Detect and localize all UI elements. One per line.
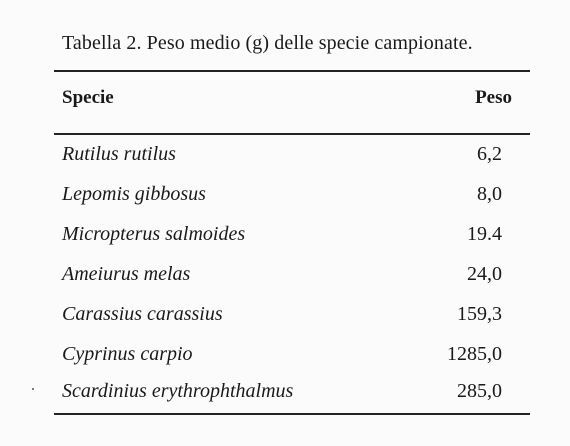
weight-value: 6,2 (477, 143, 502, 165)
weight-value: 19.4 (467, 223, 502, 245)
bottom-rule (54, 413, 530, 415)
weight-value: 159,3 (457, 303, 502, 325)
species-name: Rutilus rutilus (62, 143, 176, 165)
table-row: Cyprinus carpio 1285,0 (0, 343, 570, 373)
table-row: Rutilus rutilus 6,2 (0, 143, 570, 173)
header-species: Specie (62, 87, 114, 108)
weight-value: 8,0 (477, 183, 502, 205)
table-row: Ameiurus melas 24,0 (0, 263, 570, 293)
stray-dot (32, 388, 34, 390)
header-weight: Peso (475, 87, 512, 108)
table-row: Micropterus salmoides 19.4 (0, 223, 570, 253)
table-row: Scardinius erythrophthalmus 285,0 (0, 380, 570, 410)
table-row: Carassius carassius 159,3 (0, 303, 570, 333)
species-name: Micropterus salmoides (62, 223, 246, 245)
table-row: Lepomis gibbosus 8,0 (0, 183, 570, 213)
table-caption: Tabella 2. Peso medio (g) delle specie c… (62, 32, 473, 54)
top-rule (54, 70, 530, 72)
species-name: Lepomis gibbosus (62, 183, 206, 205)
middle-rule (54, 133, 530, 135)
weight-value: 285,0 (457, 380, 502, 402)
species-name: Carassius carassius (62, 303, 223, 325)
weight-value: 1285,0 (447, 343, 502, 365)
species-name: Scardinius erythrophthalmus (62, 380, 294, 402)
weight-value: 24,0 (467, 263, 502, 285)
species-name: Ameiurus melas (62, 263, 191, 285)
species-name: Cyprinus carpio (62, 343, 193, 365)
